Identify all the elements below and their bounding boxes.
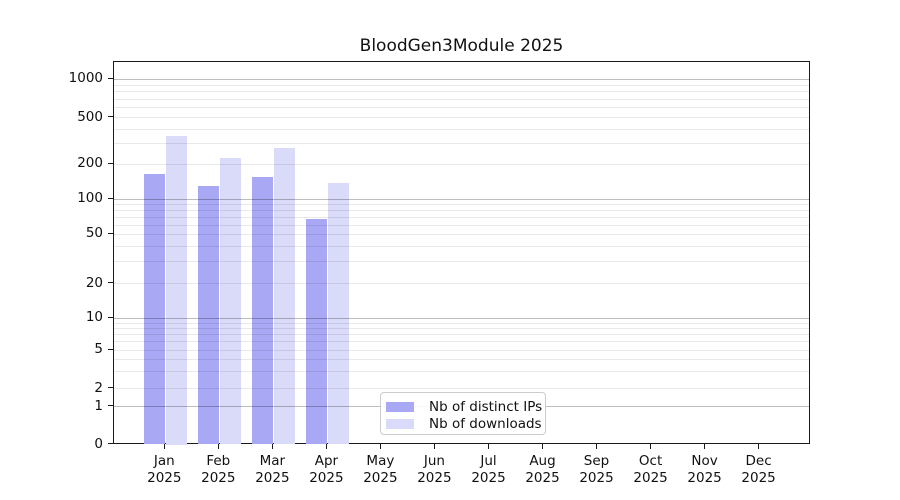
y-tick [108, 387, 113, 389]
legend: Nb of distinct IPs Nb of downloads [380, 392, 546, 435]
gridline [114, 107, 809, 109]
x-tick-label: Nov 2025 [687, 453, 722, 486]
y-tick-label: 1 [94, 397, 103, 414]
legend-label-distinct-ips: Nb of distinct IPs [429, 398, 543, 415]
x-tick [650, 444, 652, 449]
y-tick-label: 1000 [68, 70, 103, 87]
x-tick [704, 444, 706, 449]
plot-area: Nb of distinct IPs Nb of downloads [113, 61, 810, 445]
x-tick-label: Mar 2025 [255, 453, 290, 486]
x-tick [758, 444, 760, 449]
chart-title: BloodGen3Module 2025 [359, 36, 564, 56]
bar-nb-of-distinct-ips-mar [251, 176, 274, 445]
x-tick [271, 444, 273, 449]
y-tick-label: 0 [94, 435, 103, 452]
x-tick [542, 444, 543, 449]
gridline [114, 91, 809, 93]
x-tick-label: Jun 2025 [417, 453, 452, 486]
gridline [114, 341, 809, 343]
gridline [114, 163, 809, 165]
y-tick [108, 232, 113, 234]
gridline [114, 204, 809, 206]
x-tick-label: Apr 2025 [309, 453, 344, 486]
legend-swatch-distinct-ips [386, 401, 414, 412]
gridline [114, 261, 809, 263]
y-tick-label: 200 [77, 155, 103, 172]
legend-swatch-downloads [386, 418, 414, 429]
bar-nb-of-distinct-ips-apr [305, 218, 328, 445]
gridline [114, 388, 809, 390]
y-tick-label: 100 [77, 190, 103, 207]
gridline [114, 359, 809, 361]
legend-row-downloads: Nb of downloads [386, 415, 542, 432]
gridline [114, 283, 809, 285]
y-tick-label: 50 [85, 225, 103, 242]
x-tick [325, 444, 327, 449]
gridline [114, 233, 809, 235]
bar-nb-of-downloads-mar [273, 147, 296, 445]
y-tick [108, 116, 113, 118]
x-tick [488, 444, 489, 449]
y-tick [108, 197, 113, 199]
y-tick [108, 282, 113, 284]
gridline [114, 317, 809, 319]
gridline [114, 371, 809, 373]
x-tick-label: Feb 2025 [201, 453, 236, 486]
x-tick-label: Jul 2025 [471, 453, 506, 486]
y-tick-label: 500 [77, 108, 103, 125]
y-tick-label: 10 [85, 309, 103, 326]
x-tick [217, 444, 219, 449]
y-tick [108, 77, 113, 79]
gridline [114, 84, 809, 86]
x-tick [379, 444, 381, 449]
x-tick [596, 444, 597, 449]
gridline [114, 224, 809, 226]
y-tick [108, 162, 113, 164]
x-tick-label: May 2025 [363, 453, 398, 486]
bar-nb-of-distinct-ips-jan [143, 174, 165, 445]
bar-nb-of-distinct-ips-feb [197, 186, 219, 445]
x-tick-label: Jan 2025 [147, 453, 182, 486]
y-tick-label: 20 [85, 274, 103, 291]
y-tick-label: 2 [94, 379, 103, 396]
bar-nb-of-downloads-apr [327, 182, 350, 445]
gridline [114, 322, 809, 324]
gridline [114, 78, 809, 80]
gridline [114, 210, 809, 212]
x-tick-label: Dec 2025 [741, 453, 776, 486]
bar-nb-of-downloads-feb [219, 158, 242, 445]
gridline [114, 334, 809, 336]
x-tick-label: Oct 2025 [633, 453, 668, 486]
x-tick-label: Aug 2025 [525, 453, 560, 486]
y-tick-label: 5 [94, 341, 103, 358]
gridline [114, 245, 809, 247]
gridline [114, 349, 809, 351]
x-tick [433, 444, 435, 449]
gridline [114, 128, 809, 130]
x-tick-label: Sep 2025 [579, 453, 614, 486]
bar-nb-of-downloads-jan [165, 135, 188, 445]
y-tick [108, 316, 113, 318]
y-tick [108, 348, 113, 350]
legend-row-distinct-ips: Nb of distinct IPs [386, 398, 542, 415]
gridline [114, 117, 809, 119]
gridline [114, 216, 809, 218]
y-tick [108, 443, 113, 444]
gridline [114, 328, 809, 330]
y-tick [108, 405, 113, 407]
gridline [114, 98, 809, 100]
legend-label-downloads: Nb of downloads [429, 415, 542, 432]
gridline [114, 143, 809, 145]
gridline [114, 198, 809, 200]
x-tick [163, 444, 165, 449]
